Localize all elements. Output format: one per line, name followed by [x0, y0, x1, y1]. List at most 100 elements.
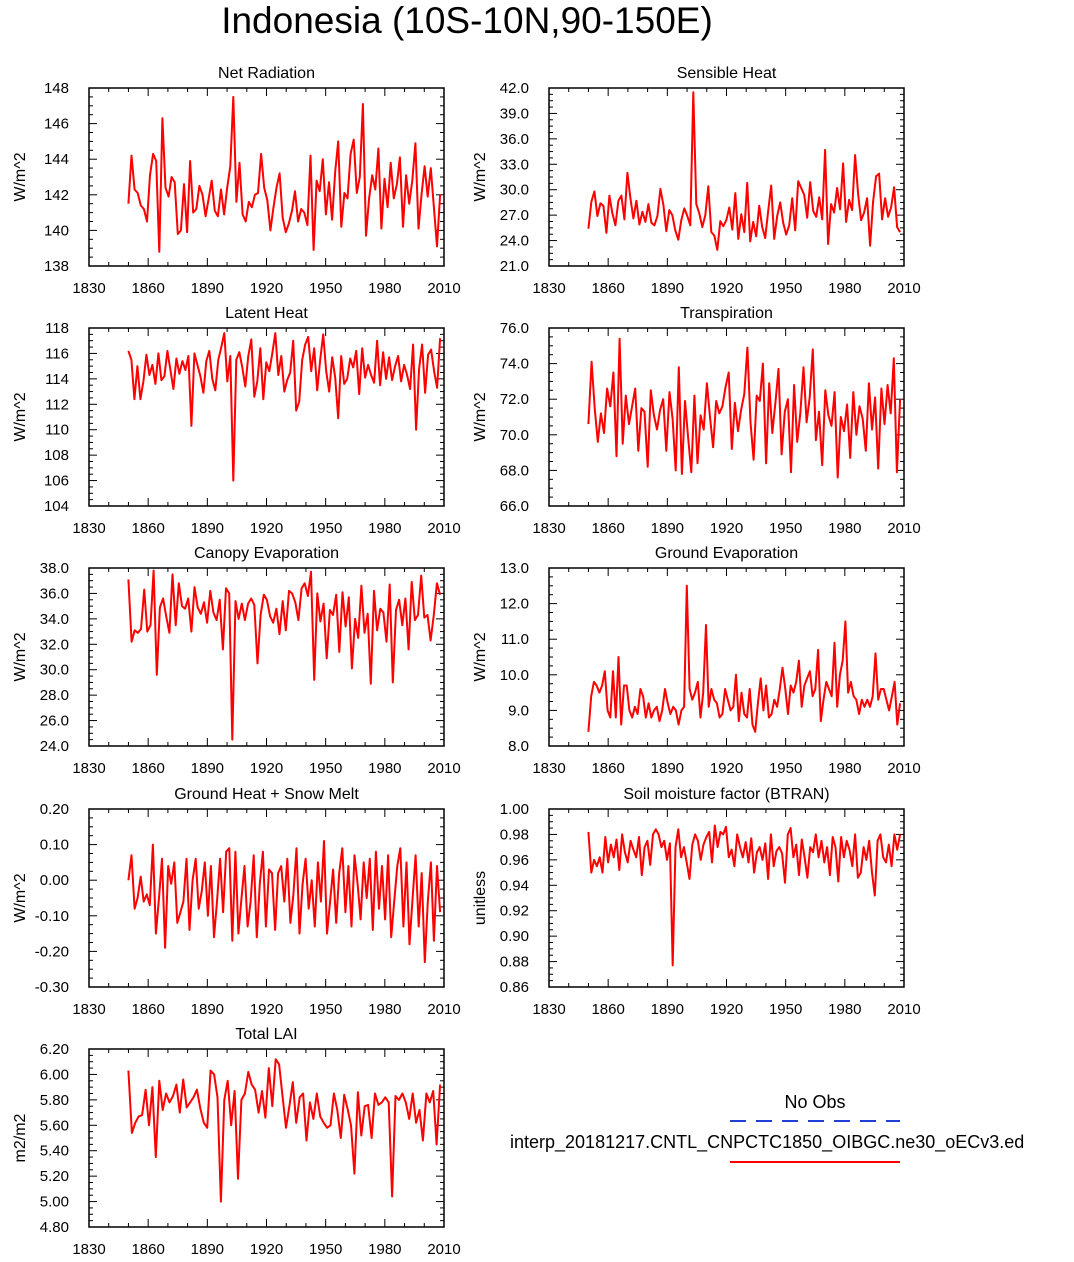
y-tick-label: 36.0 — [40, 585, 69, 602]
y-tick-label: 21.0 — [500, 258, 529, 275]
y-tick-label: 6.00 — [40, 1066, 69, 1083]
y-tick-label: 72.0 — [500, 391, 529, 408]
series-line — [127, 95, 442, 253]
y-axis-label: W/m^2 — [472, 632, 489, 681]
y-tick-label: 5.40 — [40, 1143, 69, 1160]
panel-5: Canopy Evaporation W/m^2 1830 1860 1890 1920 1… — [12, 545, 461, 777]
panel-4: Transpiration W/m^2 1830 1860 1890 1920 1950 19… — [472, 305, 921, 537]
x-tick-label: 1830 — [532, 520, 565, 537]
y-tick-label: -0.20 — [35, 943, 69, 960]
x-tick-label: 1920 — [710, 280, 743, 297]
y-axis-label: m2/m2 — [12, 1113, 29, 1162]
y-tick-label: 24.0 — [40, 738, 69, 755]
x-tick-label: 2010 — [887, 520, 920, 537]
y-tick-label: 11.0 — [501, 631, 529, 648]
series-line — [127, 569, 442, 741]
y-tick-label: 39.0 — [500, 105, 529, 122]
x-tick-label: 1890 — [651, 520, 684, 537]
series-line — [127, 840, 442, 964]
x-tick-label: 2010 — [427, 520, 460, 537]
y-tick-label: 0.94 — [500, 877, 529, 894]
x-tick-label: 1950 — [309, 280, 342, 297]
y-tick-label: 0.96 — [500, 852, 529, 869]
panel-title: Net Radiation — [218, 65, 315, 82]
y-tick-label: 0.90 — [500, 928, 529, 945]
y-tick-label: 112 — [45, 396, 69, 413]
y-tick-label: 108 — [44, 447, 69, 464]
panel-title: Transpiration — [680, 305, 773, 322]
x-tick-label: 2010 — [427, 1001, 460, 1018]
y-tick-label: 8.0 — [508, 738, 529, 755]
y-tick-label: 0.98 — [500, 826, 529, 843]
plot-frame — [548, 567, 905, 747]
x-tick-label: 1950 — [309, 1001, 342, 1018]
series-line — [127, 332, 442, 482]
y-tick-label: 140 — [44, 222, 69, 239]
y-tick-label: 1.00 — [500, 801, 529, 818]
y-tick-label: 68.0 — [500, 462, 529, 479]
x-tick-label: 1980 — [368, 760, 401, 777]
y-tick-label: 38.0 — [40, 560, 69, 577]
x-tick-label: 2010 — [427, 760, 460, 777]
y-tick-label: 0.88 — [500, 954, 529, 971]
x-tick-label: 1980 — [368, 1001, 401, 1018]
x-tick-label: 1860 — [591, 760, 624, 777]
y-tick-label: 4.80 — [40, 1219, 69, 1236]
x-tick-label: 1950 — [309, 1241, 342, 1258]
y-tick-label: 27.0 — [500, 207, 529, 224]
y-tick-label: 10.0 — [500, 667, 529, 684]
y-tick-label: 0.86 — [500, 979, 529, 996]
plot-frame — [88, 327, 445, 507]
y-tick-label: 32.0 — [40, 636, 69, 653]
x-tick-label: 1920 — [710, 520, 743, 537]
y-tick-label: 13.0 — [500, 560, 529, 577]
panels: Net Radiation W/m^2 1830 1860 1890 1920 1950 19… — [12, 65, 921, 1258]
y-tick-label: 76.0 — [500, 320, 529, 337]
y-tick-label: 36.0 — [500, 131, 529, 148]
plot-frame — [548, 87, 905, 267]
y-axis-label: W/m^2 — [472, 392, 489, 441]
x-tick-label: 1980 — [368, 280, 401, 297]
panel-7: Ground Heat + Snow Melt W/m^2 1830 1860 1890… — [12, 786, 461, 1018]
y-tick-label: 5.60 — [40, 1117, 69, 1134]
x-tick-label: 1860 — [131, 1241, 164, 1258]
x-tick-label: 1830 — [72, 280, 105, 297]
x-tick-label: 1860 — [131, 280, 164, 297]
y-tick-label: 5.80 — [40, 1092, 69, 1109]
x-tick-label: 1950 — [769, 280, 802, 297]
figure-title: Indonesia (10S-10N,90-150E) — [221, 0, 713, 41]
legend-obs-label: No Obs — [784, 1092, 845, 1112]
x-tick-label: 1890 — [191, 280, 224, 297]
y-tick-label: 70.0 — [500, 427, 529, 444]
y-tick-label: 28.0 — [40, 687, 69, 704]
x-tick-label: 1890 — [651, 1001, 684, 1018]
legend-model-label: interp_20181217.CNTL_CNPCTC1850_OIBGC.ne… — [510, 1132, 1024, 1153]
y-tick-label: 116 — [45, 345, 69, 362]
series-line — [587, 91, 901, 251]
panel-8: Soil moisture factor (BTRAN) unitless 1830… — [472, 786, 921, 1018]
y-tick-label: 144 — [44, 151, 69, 168]
x-tick-label: 1830 — [532, 760, 565, 777]
x-tick-label: 2010 — [427, 1241, 460, 1258]
x-tick-label: 1830 — [72, 1241, 105, 1258]
x-tick-label: 1920 — [250, 1241, 283, 1258]
x-tick-label: 1860 — [591, 520, 624, 537]
series-line — [127, 1058, 442, 1203]
x-tick-label: 1890 — [651, 760, 684, 777]
panel-title: Soil moisture factor (BTRAN) — [623, 786, 829, 803]
y-axis-label: W/m^2 — [12, 152, 29, 201]
x-tick-label: 1860 — [131, 1001, 164, 1018]
y-tick-label: 0.20 — [40, 801, 69, 818]
panel-1: Net Radiation W/m^2 1830 1860 1890 1920 1950 19… — [12, 65, 461, 297]
x-tick-label: 1980 — [368, 1241, 401, 1258]
x-tick-label: 1890 — [191, 1241, 224, 1258]
x-tick-label: 1920 — [250, 280, 283, 297]
x-tick-label: 1830 — [532, 1001, 565, 1018]
y-tick-label: 30.0 — [40, 662, 69, 679]
panel-title: Sensible Heat — [677, 65, 777, 82]
x-tick-label: 1980 — [828, 760, 861, 777]
y-tick-label: 110 — [45, 422, 69, 439]
x-tick-label: 1950 — [769, 520, 802, 537]
x-tick-label: 2010 — [887, 1001, 920, 1018]
x-tick-label: 1860 — [131, 760, 164, 777]
